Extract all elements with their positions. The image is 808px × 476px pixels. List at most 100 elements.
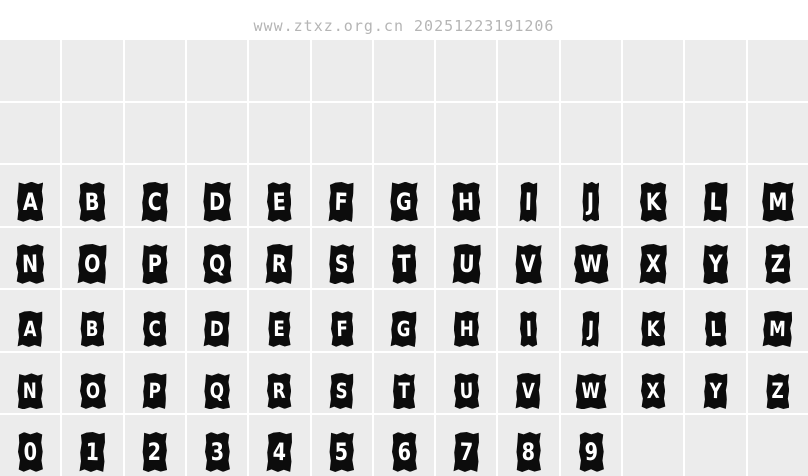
grid-cell-uppercase-a-m-2: B: [62, 165, 123, 226]
glyph-lowercase-a-m-E: E: [268, 310, 291, 347]
grid-cell-lowercase-n-z-12: Y: [685, 352, 746, 414]
glyph-uppercase-a-m-A: A: [17, 181, 44, 222]
glyph-letter: S: [335, 379, 349, 404]
glyph-digits-0-9-0: 0: [17, 432, 43, 473]
glyph-lowercase-a-m-F: F: [330, 311, 353, 348]
glyph-lowercase-a-m-J: J: [582, 311, 600, 347]
glyph-letter: X: [645, 250, 661, 279]
glyph-letter: 3: [210, 437, 225, 467]
glyph-letter: K: [646, 316, 660, 341]
glyph-letter: 9: [583, 437, 598, 467]
glyph-letter: L: [709, 316, 722, 341]
glyph-uppercase-a-m-I: I: [520, 181, 538, 221]
glyph-lowercase-a-m-B: B: [80, 310, 105, 347]
grid-cell-digits-0-9-10: 9: [560, 415, 622, 476]
grid-cell-digits-0-9-3: 2: [124, 415, 185, 476]
grid-cell-uppercase-a-m-6: F: [311, 165, 372, 226]
glyph-lowercase-n-z-P: P: [143, 373, 167, 410]
glyph-letter: E: [273, 316, 286, 341]
glyph-uppercase-a-m-E: E: [267, 181, 292, 222]
glyph-uppercase-n-z-P: P: [142, 244, 168, 285]
glyph-lowercase-n-z-Z: Z: [766, 373, 790, 410]
glyph-letter: I: [524, 187, 533, 216]
glyph-letter: H: [459, 316, 474, 341]
glyph-letter: I: [525, 316, 533, 341]
grid-cell-uppercase-a-m-11: K: [623, 165, 684, 226]
glyph-letter: H: [457, 187, 475, 216]
grid-cell-lowercase-n-z-5: R: [249, 352, 310, 414]
grid-cell-uppercase-n-z-7: T: [373, 227, 435, 289]
grid-cell-empty-row-2-7: [373, 102, 435, 164]
glyph-uppercase-a-m-F: F: [329, 181, 354, 222]
glyph-uppercase-n-z-T: T: [391, 244, 416, 285]
glyph-letter: K: [645, 187, 662, 216]
glyph-uppercase-n-z-X: X: [639, 244, 667, 285]
glyph-lowercase-n-z-O: O: [79, 373, 106, 410]
glyph-digits-0-9-2: 2: [142, 432, 168, 472]
glyph-lowercase-n-z-V: V: [516, 373, 541, 410]
glyph-letter: D: [209, 316, 225, 342]
grid-cell-empty-row-1-9: [498, 40, 559, 101]
glyph-letter: T: [397, 250, 411, 279]
glyph-uppercase-n-z-Z: Z: [765, 244, 791, 285]
grid-cell-uppercase-n-z-2: O: [62, 227, 123, 289]
glyph-letter: L: [709, 187, 723, 216]
grid-cell-lowercase-a-m-3: C: [124, 290, 185, 351]
glyph-uppercase-a-m-C: C: [141, 181, 168, 222]
grid-cell-digits-0-9-1: 0: [0, 415, 61, 476]
glyph-lowercase-n-z-R: R: [267, 373, 292, 410]
glyph-lowercase-n-z-X: X: [641, 373, 666, 410]
grid-cell-uppercase-a-m-1: A: [0, 165, 61, 226]
glyph-letter: V: [521, 250, 537, 279]
glyph-grid: A B C D E F G H I J K L M N O P Q R S T U V W X Y Z A B C D E F G H I J K L M N…: [0, 40, 808, 476]
grid-cell-empty-row-2-6: [311, 102, 372, 164]
grid-cell-lowercase-n-z-9: V: [498, 352, 559, 414]
grid-cell-empty-row-2-10: [560, 102, 622, 164]
glyph-uppercase-n-z-U: U: [452, 244, 481, 285]
glyph-letter: C: [148, 316, 162, 342]
glyph-letter: 5: [334, 438, 349, 466]
grid-cell-uppercase-a-m-8: H: [436, 165, 497, 226]
glyph-letter: F: [335, 316, 348, 341]
glyph-lowercase-n-z-T: T: [393, 373, 416, 410]
grid-cell-uppercase-a-m-4: D: [186, 165, 248, 226]
glyph-digits-0-9-5: 5: [329, 432, 355, 472]
glyph-uppercase-a-m-J: J: [582, 181, 600, 222]
grid-cell-digits-0-9-9: 8: [498, 415, 559, 476]
grid-cell-empty-row-1-5: [249, 40, 310, 101]
grid-cell-uppercase-n-z-11: X: [623, 227, 684, 289]
grid-cell-empty-row-1-3: [124, 40, 185, 101]
grid-cell-empty-row-2-1: [0, 102, 61, 164]
glyph-lowercase-a-m-M: M: [763, 310, 793, 347]
grid-cell-lowercase-n-z-3: P: [124, 352, 185, 414]
grid-cell-empty-row-2-9: [498, 102, 559, 164]
grid-cell-empty-row-2-12: [685, 102, 746, 164]
glyph-letter: W: [581, 379, 601, 404]
glyph-letter: T: [398, 379, 410, 404]
grid-cell-lowercase-n-z-4: Q: [186, 352, 248, 414]
glyph-letter: J: [587, 187, 595, 216]
glyph-letter: P: [148, 379, 162, 404]
grid-cell-uppercase-a-m-5: E: [249, 165, 310, 226]
grid-cell-lowercase-n-z-13: Z: [747, 352, 808, 414]
grid-cell-uppercase-n-z-8: U: [436, 227, 497, 289]
grid-cell-uppercase-a-m-13: M: [747, 165, 808, 226]
glyph-letter: D: [209, 187, 226, 216]
grid-cell-lowercase-n-z-6: S: [311, 352, 372, 414]
glyph-letter: G: [396, 316, 412, 342]
glyph-letter: V: [521, 379, 536, 404]
grid-cell-uppercase-n-z-13: Z: [747, 227, 808, 289]
grid-cell-empty-row-1-8: [436, 40, 497, 101]
grid-cell-lowercase-n-z-10: W: [560, 352, 622, 414]
grid-cell-empty-row-1-13: [747, 40, 808, 101]
grid-cell-empty-row-1-6: [311, 40, 372, 101]
grid-cell-lowercase-a-m-13: M: [747, 290, 808, 351]
glyph-lowercase-n-z-Q: Q: [204, 373, 230, 410]
glyph-letter: G: [396, 187, 412, 216]
glyph-digits-0-9-7: 7: [453, 432, 479, 473]
grid-cell-uppercase-n-z-1: N: [0, 227, 61, 289]
glyph-letter: R: [271, 250, 288, 279]
glyph-uppercase-a-m-M: M: [762, 181, 794, 222]
glyph-letter: W: [579, 250, 602, 279]
glyph-letter: Q: [208, 250, 226, 279]
